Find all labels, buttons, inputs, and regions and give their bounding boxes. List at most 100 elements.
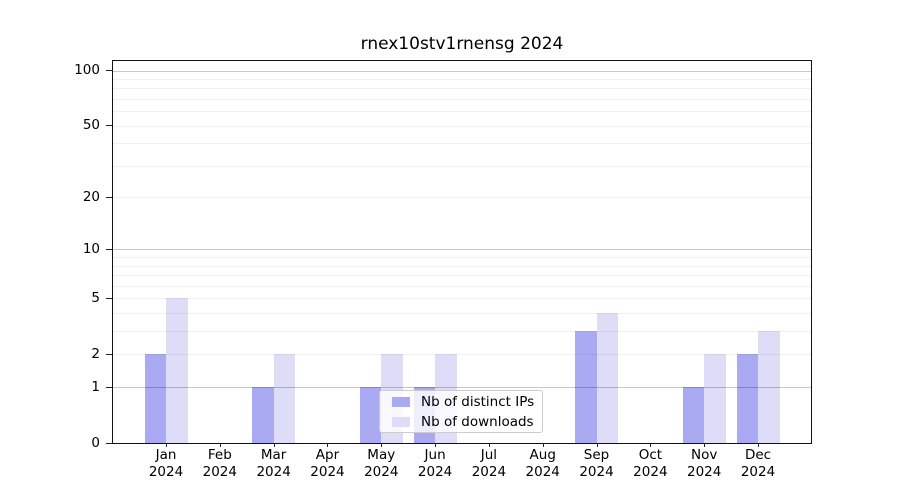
year-label: 2024 <box>417 463 453 480</box>
legend-item-distinct-ips: Nb of distinct IPs <box>392 393 542 410</box>
year-label: 2024 <box>256 463 291 480</box>
chart-title: rnex10stv1rnensg 2024 <box>360 34 564 54</box>
legend-label-downloads: Nb of downloads <box>421 413 534 430</box>
x-tick-label-dec: Dec 2024 <box>728 447 788 480</box>
minor-gridline <box>113 313 811 315</box>
bar-distinct-ips-sep <box>575 331 597 443</box>
x-tick-mark <box>704 443 706 447</box>
bar-distinct-ips-nov <box>682 387 705 443</box>
x-tick-label-feb: Feb 2024 <box>190 447 250 480</box>
x-tick-label-may: May 2024 <box>351 447 411 480</box>
month-label: Dec <box>744 447 772 463</box>
month-label: Oct <box>638 447 663 463</box>
y-tick-mark <box>106 297 112 299</box>
x-tick-label-mar: Mar 2024 <box>244 447 304 480</box>
y-tick-mark <box>106 125 112 127</box>
plot-area: Nb of distinct IPs Nb of downloads <box>106 60 812 447</box>
minor-gridline <box>113 111 811 113</box>
month-label: Apr <box>315 447 340 463</box>
major-gridline <box>113 249 811 251</box>
x-tick-mark <box>166 443 167 447</box>
year-label: 2024 <box>740 463 776 480</box>
x-tick-label-nov: Nov 2024 <box>674 447 734 480</box>
minor-gridline <box>113 298 811 300</box>
minor-gridline <box>113 197 811 199</box>
x-tick-label-jan: Jan 2024 <box>136 447 196 480</box>
x-tick-mark <box>650 443 652 447</box>
legend-swatch-downloads-icon <box>392 416 410 427</box>
year-label: 2024 <box>310 463 345 480</box>
x-tick-label-sep: Sep 2024 <box>567 447 627 480</box>
month-label: Mar <box>260 447 287 463</box>
x-tick-mark <box>488 443 490 447</box>
x-tick-label-oct: Oct 2024 <box>620 447 680 480</box>
month-label: Nov <box>690 447 718 463</box>
y-tick-mark <box>106 70 112 71</box>
bar-downloads-dec <box>758 331 780 443</box>
bar-downloads-mar <box>273 354 296 443</box>
major-gridline <box>113 387 811 389</box>
month-label: Jan <box>155 447 177 463</box>
x-tick-label-jun: Jun 2024 <box>405 447 465 480</box>
legend-item-downloads: Nb of downloads <box>392 413 542 430</box>
y-tick-label-2: 2 <box>91 345 100 362</box>
grid-layer <box>113 61 811 443</box>
x-axis-labels: Jan 2024 Feb 2024 Mar 2024 Apr 2024 May 2024 Jun 20… <box>112 447 812 487</box>
minor-gridline <box>113 354 811 356</box>
major-gridline <box>113 70 811 72</box>
year-label: 2024 <box>633 463 668 480</box>
minor-gridline <box>113 98 811 100</box>
y-tick-mark <box>106 353 112 355</box>
year-label: 2024 <box>525 463 560 480</box>
month-label: Feb <box>207 447 232 463</box>
y-tick-label-20: 20 <box>82 188 100 205</box>
minor-gridline <box>113 331 811 333</box>
bar-distinct-ips-mar <box>252 387 274 443</box>
x-tick-mark <box>435 443 437 447</box>
month-label: Aug <box>529 447 556 463</box>
x-tick-label-aug: Aug 2024 <box>513 447 573 480</box>
x-tick-mark <box>327 443 329 447</box>
bar-downloads-jan <box>166 298 188 443</box>
y-tick-mark <box>106 386 112 388</box>
minor-gridline <box>113 125 811 127</box>
bar-distinct-ips-may <box>359 387 382 443</box>
x-tick-label-apr: Apr 2024 <box>297 447 357 480</box>
minor-gridline <box>113 285 811 287</box>
y-tick-label-50: 50 <box>82 117 100 134</box>
y-tick-mark <box>106 442 112 444</box>
minor-gridline <box>113 78 811 80</box>
y-tick-mark <box>106 248 112 250</box>
y-tick-mark <box>106 196 112 198</box>
legend-label-distinct-ips: Nb of distinct IPs <box>421 393 535 410</box>
y-tick-label-100: 100 <box>74 62 100 78</box>
x-tick-label-jul: Jul 2024 <box>459 447 519 480</box>
year-label: 2024 <box>202 463 237 480</box>
minor-gridline <box>113 143 811 145</box>
minor-gridline <box>113 165 811 167</box>
axis-ticks-layer <box>106 61 811 447</box>
month-label: May <box>367 447 396 463</box>
y-tick-label-10: 10 <box>82 240 100 257</box>
year-label: 2024 <box>364 463 399 480</box>
x-tick-mark <box>596 443 598 447</box>
minor-gridline <box>113 88 811 90</box>
x-tick-mark <box>219 443 221 447</box>
y-tick-label-5: 5 <box>91 289 100 306</box>
y-tick-label-0: 0 <box>91 434 100 451</box>
bar-downloads-sep <box>596 313 619 443</box>
year-label: 2024 <box>471 463 507 480</box>
bar-downloads-nov <box>704 354 726 443</box>
x-tick-mark <box>273 443 275 447</box>
y-axis-labels: 0 1 2 5 10 20 50 100 <box>0 60 104 450</box>
x-tick-mark <box>542 443 544 447</box>
minor-gridline <box>113 265 811 267</box>
y-tick-label-1: 1 <box>91 378 100 395</box>
month-label: Jul <box>480 447 498 463</box>
x-tick-mark <box>758 443 759 447</box>
x-tick-mark <box>381 443 383 447</box>
year-label: 2024 <box>686 463 722 480</box>
legend: Nb of distinct IPs Nb of downloads <box>379 390 543 433</box>
bar-distinct-ips-jan <box>144 354 166 443</box>
